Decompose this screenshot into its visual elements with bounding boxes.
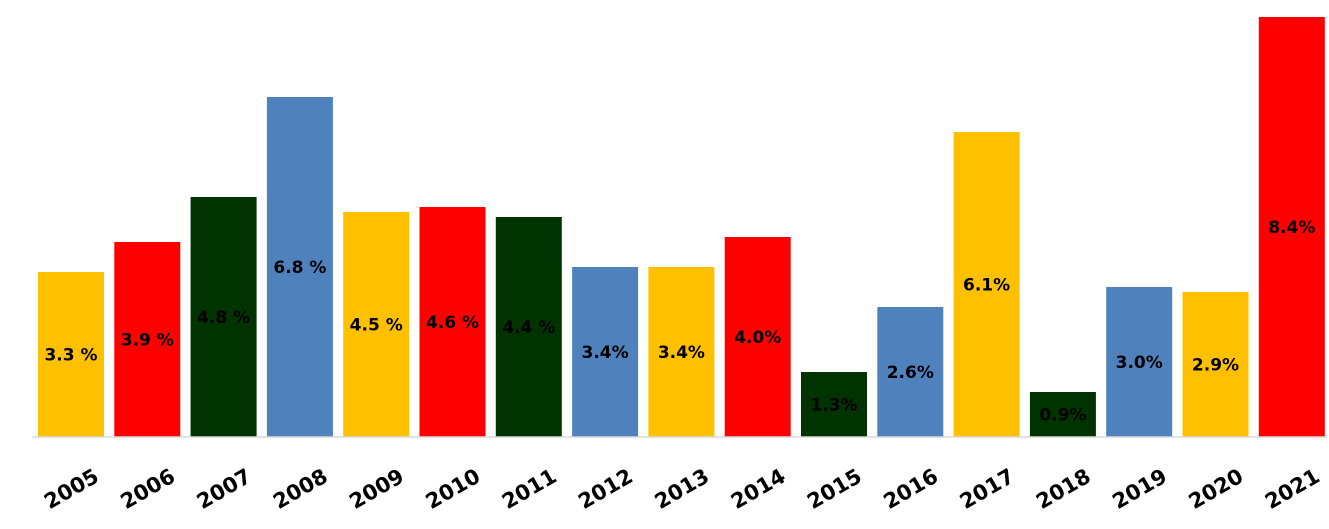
data-label-2005: 3.3 %: [44, 346, 97, 366]
data-label-2016: 2.6%: [887, 363, 934, 383]
data-label-2009: 4.5 %: [350, 316, 403, 336]
x-tick-label-2018: 2018: [1032, 464, 1095, 514]
data-label-2012: 3.4%: [582, 343, 629, 363]
x-tick-label-2008: 2008: [269, 464, 332, 514]
bar-2020: [1182, 292, 1249, 437]
x-tick-label-2016: 2016: [879, 464, 942, 514]
x-tick-label-2019: 2019: [1108, 464, 1171, 514]
data-label-2010: 4.6 %: [426, 313, 479, 333]
bar-2007: [190, 197, 257, 437]
bar-2012: [572, 267, 639, 437]
x-tick-label-2011: 2011: [498, 464, 561, 514]
x-tick-label-2010: 2010: [422, 464, 485, 514]
x-tick-label-2020: 2020: [1185, 464, 1248, 514]
bar-2011: [495, 217, 562, 437]
bar-2006: [114, 242, 181, 437]
bar-2010: [419, 207, 486, 437]
data-labels-layer: 3.3 % 3.9 % 4.8 % 6.8 % 4.5 % 4.6 % 4.4 % 3.4% 3…: [44, 218, 1315, 426]
x-tick-label-2017: 2017: [956, 464, 1019, 514]
x-tick-label-2007: 2007: [193, 464, 256, 514]
bar-2021: [1258, 17, 1325, 437]
data-label-2014: 4.0%: [734, 328, 781, 348]
bar-2019: [1106, 287, 1173, 437]
bars-layer: [38, 17, 1325, 437]
data-label-2017: 6.1%: [963, 276, 1010, 296]
bar-2014: [724, 237, 791, 437]
data-label-2021: 8.4%: [1268, 218, 1315, 238]
bar-2017: [953, 132, 1020, 437]
bar-2008: [266, 97, 333, 437]
data-label-2018: 0.9%: [1039, 406, 1086, 426]
data-label-2007: 4.8 %: [197, 308, 250, 328]
x-tick-label-2006: 2006: [116, 464, 179, 514]
x-tick-label-2009: 2009: [345, 464, 408, 514]
bar-2013: [648, 267, 715, 437]
x-tick-label-2021: 2021: [1261, 464, 1324, 514]
data-label-2013: 3.4%: [658, 343, 705, 363]
x-tick-label-2012: 2012: [574, 464, 637, 514]
x-tick-label-2015: 2015: [803, 464, 866, 514]
data-label-2019: 3.0%: [1116, 353, 1163, 373]
bar-2005: [38, 272, 104, 437]
x-tick-label-2005: 2005: [40, 464, 103, 514]
data-label-2015: 1.3%: [810, 396, 857, 416]
bar-2009: [343, 212, 410, 437]
data-label-2006: 3.9 %: [121, 331, 174, 351]
data-label-2020: 2.9%: [1192, 356, 1239, 376]
x-tick-labels-layer: 2005 2006 2007 2008 2009 2010 2011 2012 2013 2014…: [40, 464, 1323, 514]
bar-2016: [877, 307, 944, 437]
bar-2018: [1029, 392, 1096, 437]
data-label-2008: 6.8 %: [273, 258, 326, 278]
bar-2015: [801, 372, 867, 437]
x-tick-label-2014: 2014: [727, 464, 790, 514]
data-label-2011: 4.4 %: [502, 318, 555, 338]
x-tick-label-2013: 2013: [651, 464, 714, 514]
